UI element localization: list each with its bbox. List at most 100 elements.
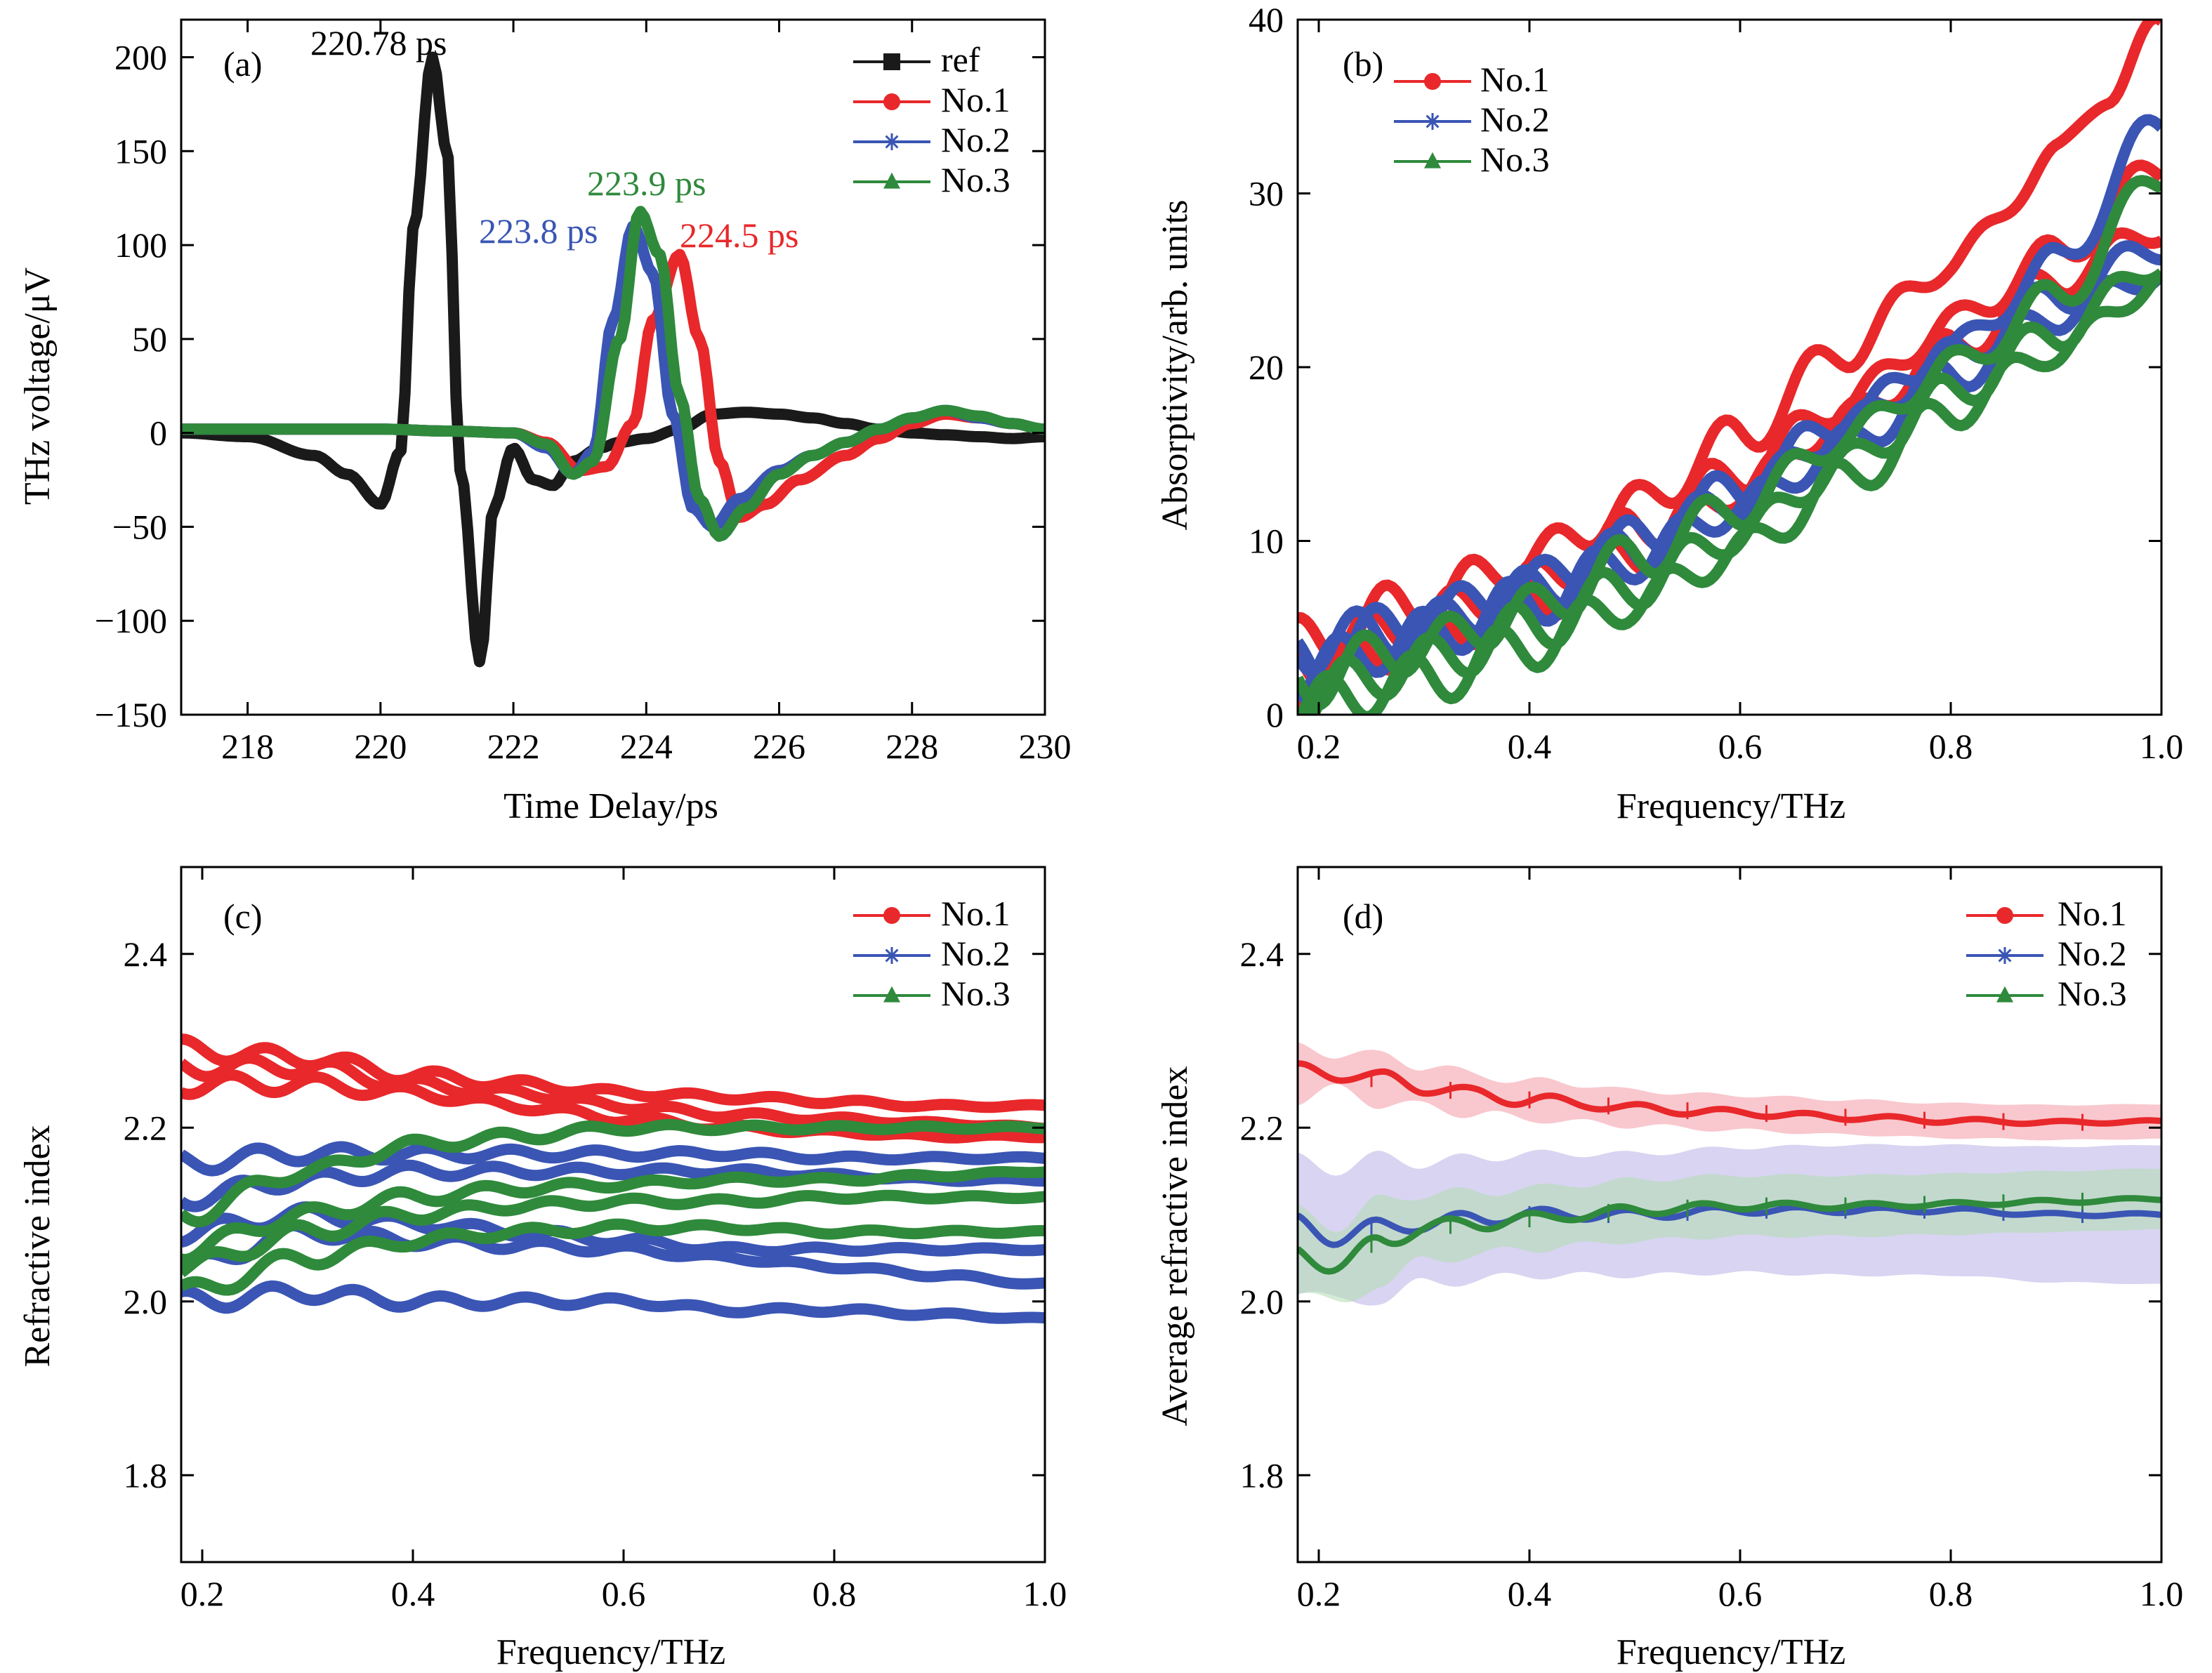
legend-marker-no2 [883, 947, 900, 964]
series-line-no3 [1306, 268, 2161, 715]
legend-marker-no1 [883, 93, 900, 110]
y-tick-label: 1.8 [1240, 1455, 1284, 1495]
legend-marker-no1 [883, 907, 900, 924]
panel-a-legend-no1: No.1 [941, 80, 1010, 119]
series-line-no1 [1298, 20, 2161, 667]
x-tick-label: 0.6 [1718, 1574, 1763, 1613]
panel-b-legend-no2: No.2 [1480, 100, 1550, 139]
panel-d-legend-no1: No.1 [2058, 894, 2127, 933]
panel-d-xlabel: Frequency/THz [1617, 1632, 1845, 1672]
panel-d-ylabel: Average refractive index [1155, 1066, 1195, 1427]
panel-c-legend-no3: No.3 [941, 974, 1010, 1013]
x-tick-label: 1.0 [2140, 727, 2184, 766]
panel-b-tag: (b) [1343, 44, 1383, 84]
series-line-no1 [181, 1069, 1045, 1144]
y-tick-label: 2.0 [124, 1282, 168, 1321]
x-tick-label: 0.4 [1508, 1574, 1552, 1613]
y-tick-label: 2.2 [124, 1108, 168, 1147]
x-tick-label: 226 [753, 727, 805, 766]
x-tick-label: 0.2 [1297, 727, 1341, 766]
legend-marker-ref [883, 53, 900, 70]
y-tick-label: 2.2 [1240, 1108, 1284, 1147]
panel-b-ylabel: Absorptivity/arb. units [1155, 200, 1195, 531]
x-tick-label: 0.6 [1718, 727, 1763, 766]
annotation-no3-peak: 223.9 ps [587, 164, 706, 203]
legend-marker-no3 [1424, 152, 1441, 168]
series-line-no1 [1298, 1060, 2161, 1128]
y-tick-label: −50 [112, 507, 167, 546]
panel-b-legend-no3: No.3 [1480, 140, 1550, 179]
y-tick-label: 0 [150, 414, 167, 453]
legend-marker-no3 [1996, 986, 2013, 1003]
legend-marker-no2 [1424, 113, 1441, 130]
x-tick-label: 0.2 [1297, 1574, 1341, 1613]
x-tick-label: 228 [886, 727, 938, 766]
y-tick-label: 10 [1249, 522, 1284, 561]
annotation-no2-peak: 223.8 ps [479, 211, 598, 251]
legend-marker-no1 [1996, 907, 2013, 924]
panel-c-ylabel: Refractive index [18, 1125, 58, 1367]
panel-d-legend-no2: No.2 [2058, 934, 2127, 973]
panel-d: (d) Frequency/THz Average refractive ind… [1155, 866, 2183, 1672]
x-tick-label: 0.2 [180, 1574, 225, 1613]
panel-a-legend-no2: No.2 [941, 120, 1010, 159]
panel-a-legend-ref: ref [941, 40, 980, 79]
y-tick-label: −100 [95, 601, 167, 640]
y-tick-label: 2.4 [1240, 934, 1284, 974]
panel-c: (c) Frequency/THz Refractive index No.1 … [18, 866, 1067, 1672]
y-tick-label: 200 [114, 38, 167, 77]
panel-a-tag: (a) [223, 44, 263, 84]
series-line-no3 [1298, 1195, 2161, 1275]
y-tick-label: 50 [132, 319, 167, 359]
panel-c-xlabel: Frequency/THz [496, 1632, 725, 1672]
legend-marker-no2 [1996, 947, 2013, 964]
legend-marker-no3 [883, 986, 900, 1003]
x-tick-label: 0.6 [602, 1574, 646, 1613]
legend-marker-no2 [883, 133, 900, 150]
panel-d-tag: (d) [1343, 897, 1383, 936]
x-tick-label: 230 [1019, 727, 1072, 766]
plot-area [181, 51, 1045, 668]
panel-a-ylabel: THz voltage/μV [18, 267, 58, 505]
annotation-ref-peak: 220.78 ps [310, 23, 447, 62]
series-line-no2 [1298, 114, 2161, 689]
series-line-no3 [181, 1218, 1045, 1296]
series-line-no3 [1298, 269, 2161, 715]
y-tick-label: 100 [114, 225, 167, 265]
error-band-no1 [1298, 1042, 2161, 1141]
x-tick-label: 1.0 [1023, 1574, 1067, 1613]
y-tick-label: 30 [1249, 174, 1284, 213]
x-tick-label: 0.8 [1929, 1574, 1973, 1613]
y-tick-label: 2.4 [124, 934, 168, 974]
plot-frame [1296, 866, 2163, 1563]
x-tick-label: 224 [620, 727, 673, 766]
panel-c-legend-no2: No.2 [941, 934, 1010, 973]
y-tick-label: 0 [1266, 695, 1284, 734]
y-tick-label: 40 [1249, 0, 1284, 39]
panel-d-legend-no3: No.3 [2058, 974, 2127, 1013]
series-line-no2 [181, 1141, 1045, 1177]
panel-b-xlabel: Frequency/THz [1617, 786, 1845, 826]
y-tick-label: −150 [95, 695, 167, 734]
plot-frame [180, 866, 1046, 1563]
x-tick-label: 218 [221, 727, 274, 766]
plot-area [181, 1033, 1045, 1324]
x-tick-label: 222 [487, 727, 540, 766]
x-tick-label: 0.4 [1508, 727, 1552, 766]
plot-area [1298, 1042, 2161, 1306]
panel-a: (a) Time Delay/ps THz voltage/μV ref No.… [18, 18, 1072, 826]
panel-a-legend-no3: No.3 [941, 160, 1010, 199]
x-tick-label: 0.8 [1929, 727, 1973, 766]
legend-marker-no1 [1424, 73, 1441, 90]
series-line-no3 [181, 1118, 1045, 1228]
series-line-no3 [181, 1189, 1045, 1278]
series-line-no2 [181, 1280, 1045, 1324]
plot-area [1298, 20, 2161, 715]
annotation-no1-peak: 224.5 ps [680, 216, 798, 255]
series-line-no3 [181, 1165, 1045, 1266]
series-line-no3 [1298, 175, 2161, 710]
x-tick-label: 220 [354, 727, 407, 766]
panel-c-legend-no1: No.1 [941, 894, 1010, 933]
y-tick-label: 20 [1249, 348, 1284, 387]
